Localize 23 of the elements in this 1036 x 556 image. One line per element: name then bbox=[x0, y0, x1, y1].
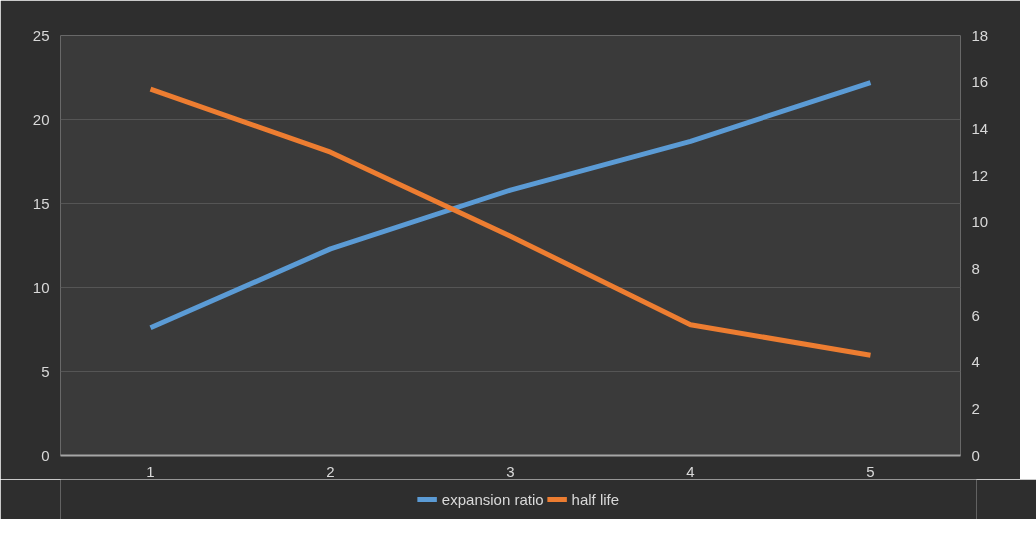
y2-tick-label: 14 bbox=[971, 119, 989, 137]
y2-tick-label: 4 bbox=[971, 353, 980, 371]
y-tick-label: 15 bbox=[32, 194, 50, 212]
y-tick-label: 20 bbox=[32, 110, 50, 128]
y-tick-label: 5 bbox=[41, 362, 50, 380]
legend-label: expansion ratio bbox=[441, 490, 544, 508]
y-tick-label: 25 bbox=[32, 26, 50, 44]
y2-tick-label: 16 bbox=[971, 73, 989, 91]
x-tick-label: 4 bbox=[686, 462, 695, 480]
y-tick-label: 10 bbox=[32, 278, 50, 296]
y2-tick-label: 10 bbox=[971, 213, 989, 231]
x-tick-label: 3 bbox=[506, 462, 515, 480]
y2-tick-label: 8 bbox=[971, 259, 980, 277]
y2-tick-label: 0 bbox=[971, 446, 980, 464]
legend-label: half life bbox=[571, 490, 620, 508]
y-tick-label: 0 bbox=[41, 446, 50, 464]
y2-tick-label: 6 bbox=[971, 306, 980, 324]
x-tick-label: 1 bbox=[146, 462, 155, 480]
y2-tick-label: 12 bbox=[971, 166, 989, 184]
x-tick-label: 2 bbox=[326, 462, 335, 480]
y2-tick-label: 18 bbox=[971, 26, 989, 44]
x-tick-label: 5 bbox=[866, 462, 875, 480]
y2-tick-label: 2 bbox=[971, 399, 980, 417]
